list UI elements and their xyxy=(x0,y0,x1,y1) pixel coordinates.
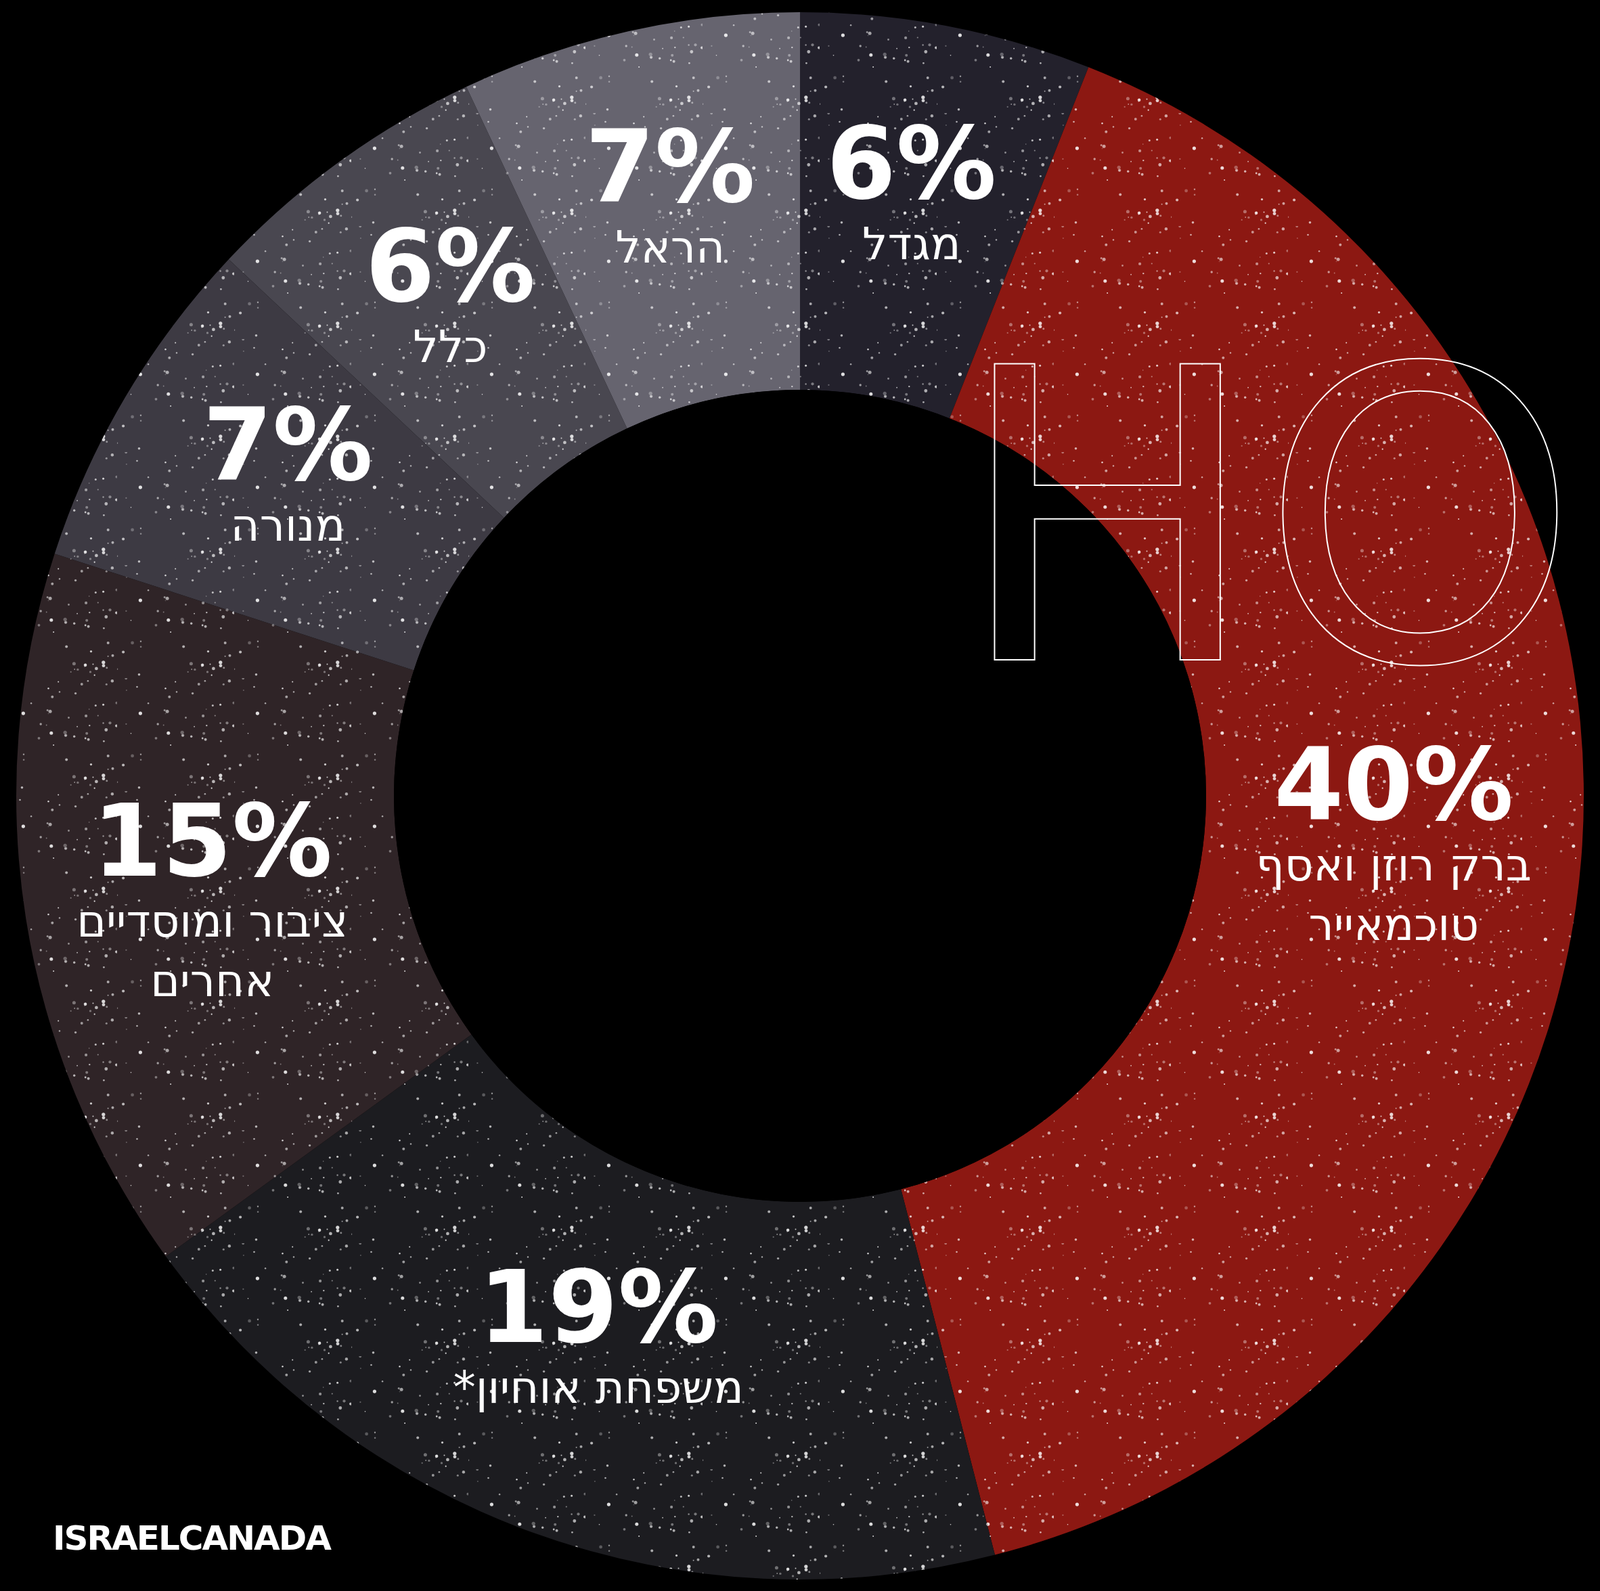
value-label: 6% xyxy=(826,105,997,222)
category-label: ציבור ומוסדיים אחרים xyxy=(76,895,348,1008)
category-label: מגדל xyxy=(862,217,962,271)
category-label: מנורה xyxy=(230,499,346,552)
value-label: 40% xyxy=(1273,726,1514,844)
logo: ISRAELCANADA xyxy=(52,1518,332,1559)
category-line: אחרים xyxy=(150,954,275,1008)
category-line: ציבור ומוסדיים xyxy=(76,895,348,948)
category-label: הראל xyxy=(615,221,725,274)
value-label: 7% xyxy=(585,108,756,226)
category-line: מגדל xyxy=(862,217,962,271)
slices xyxy=(16,12,1584,1580)
background xyxy=(0,0,1600,1591)
labels: 6%מגדל40%ברק רוזן ואסףטוכמאייר19%משפחת א… xyxy=(76,105,1532,1414)
value-label: 7% xyxy=(203,387,373,504)
category-line: כלל xyxy=(412,320,488,373)
slice-texture xyxy=(54,259,505,671)
donut-slice xyxy=(54,259,505,671)
category-line: מנורה xyxy=(230,499,346,552)
category-line: ברק רוזן ואסף xyxy=(1256,839,1532,892)
category-label: ברק רוזן ואסף טוכמאייר xyxy=(1256,839,1532,951)
category-line: הראל xyxy=(615,221,725,274)
category-label: משפחת אוחיון* xyxy=(453,1361,744,1414)
value-label: 19% xyxy=(478,1249,719,1366)
chart-root: HO6%מגדל40%ברק רוזן ואסףטוכמאייר19%משפחת… xyxy=(0,0,1600,1591)
watermark: HO xyxy=(954,282,1580,757)
category-line: משפחת אוחיון* xyxy=(453,1361,744,1414)
category-line: טוכמאייר xyxy=(1308,898,1479,951)
value-label: 6% xyxy=(365,208,536,325)
category-label: כלל xyxy=(412,320,488,373)
value-label: 15% xyxy=(92,783,333,900)
